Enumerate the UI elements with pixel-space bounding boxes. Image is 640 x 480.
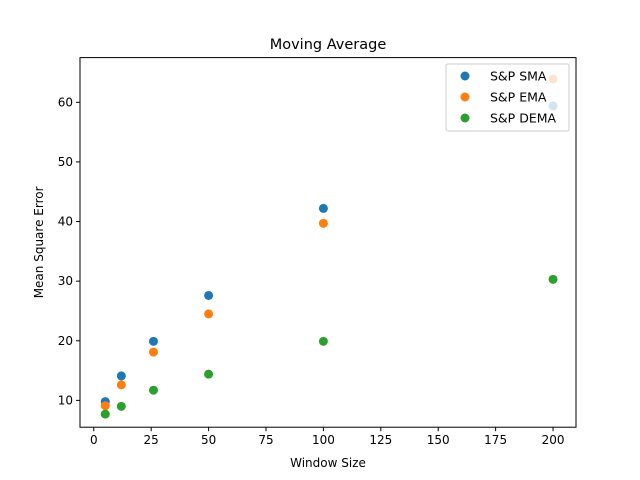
legend-marker bbox=[460, 113, 470, 123]
point-series-1 bbox=[204, 290, 214, 300]
y-tick-label: 60 bbox=[58, 95, 73, 109]
x-tick-label: 50 bbox=[201, 433, 216, 447]
legend-entry: S&P DEMA bbox=[490, 111, 557, 126]
y-tick-label: 50 bbox=[58, 155, 73, 169]
point-series-3 bbox=[148, 385, 158, 395]
legend: S&P SMA S&P EMA S&P DEMA bbox=[445, 63, 570, 132]
x-axis-label: Window Size bbox=[290, 456, 366, 470]
point-series-3 bbox=[204, 369, 214, 379]
y-axis: 10 20 30 40 50 60 bbox=[58, 95, 80, 407]
legend-marker bbox=[460, 92, 470, 102]
point-series-2 bbox=[148, 347, 158, 357]
x-tick-label: 125 bbox=[369, 433, 392, 447]
x-tick-label: 150 bbox=[427, 433, 450, 447]
point-series-1 bbox=[116, 371, 126, 381]
legend-entry: S&P EMA bbox=[490, 90, 547, 105]
x-tick-label: 175 bbox=[484, 433, 507, 447]
x-tick-label: 200 bbox=[542, 433, 565, 447]
point-series-3 bbox=[100, 409, 110, 419]
y-tick-label: 10 bbox=[58, 393, 73, 407]
y-axis-label: Mean Square Error bbox=[32, 186, 46, 298]
y-tick-label: 30 bbox=[58, 274, 73, 288]
x-tick-label: 0 bbox=[90, 433, 98, 447]
point-series-3 bbox=[318, 336, 328, 346]
chart-title: Moving Average bbox=[270, 37, 387, 53]
point-series-3 bbox=[548, 274, 558, 284]
legend-box bbox=[445, 63, 570, 132]
y-tick-label: 40 bbox=[58, 215, 73, 229]
y-tick-label: 20 bbox=[58, 334, 73, 348]
point-series-2 bbox=[204, 309, 214, 319]
point-series-2 bbox=[116, 380, 126, 390]
point-series-2 bbox=[100, 401, 110, 411]
legend-marker bbox=[460, 71, 470, 81]
data-points bbox=[100, 74, 558, 419]
point-series-3 bbox=[116, 401, 126, 411]
x-axis: 0 25 50 75 100 125 150 175 200 bbox=[90, 427, 565, 447]
x-tick-label: 75 bbox=[258, 433, 273, 447]
point-series-1 bbox=[148, 336, 158, 346]
plot-frame bbox=[79, 57, 577, 428]
x-tick-label: 100 bbox=[312, 433, 335, 447]
point-series-2 bbox=[318, 218, 328, 228]
x-tick-label: 25 bbox=[144, 433, 159, 447]
point-series-1 bbox=[318, 203, 328, 213]
legend-entry: S&P SMA bbox=[490, 69, 547, 84]
